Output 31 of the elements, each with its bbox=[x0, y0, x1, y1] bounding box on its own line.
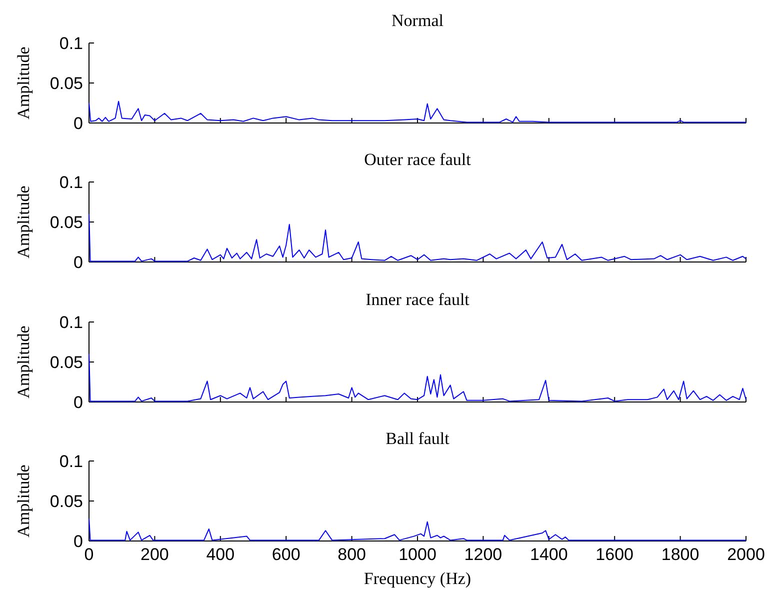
y-axis-title: Amplitude bbox=[14, 46, 33, 120]
y-axis-title: Amplitude bbox=[14, 464, 33, 538]
y-tick-label: 0.05 bbox=[50, 213, 83, 232]
chart-title: Outer race fault bbox=[364, 150, 472, 169]
y-tick-label: 0.05 bbox=[50, 492, 83, 511]
x-tick-label: 1800 bbox=[661, 545, 700, 564]
y-tick-label: 0.1 bbox=[59, 173, 83, 192]
chart-title: Inner race fault bbox=[366, 290, 470, 309]
y-tick-label: 0.05 bbox=[50, 74, 83, 93]
x-tick-label: 2000 bbox=[727, 545, 765, 564]
x-tick-label: 1000 bbox=[398, 545, 436, 564]
x-tick-label: 1200 bbox=[464, 545, 502, 564]
x-tick-label: 600 bbox=[272, 545, 300, 564]
y-tick-label: 0.05 bbox=[50, 353, 83, 372]
x-tick-label: 1600 bbox=[596, 545, 634, 564]
y-tick-label: 0.1 bbox=[59, 34, 83, 53]
x-tick-label: 1400 bbox=[530, 545, 568, 564]
y-axis-title: Amplitude bbox=[14, 326, 33, 398]
y-tick-label: 0 bbox=[74, 114, 83, 133]
y-tick-label: 0 bbox=[74, 393, 83, 412]
x-tick-label: 400 bbox=[206, 545, 235, 564]
chart-title: Normal bbox=[392, 11, 444, 30]
y-tick-label: 0 bbox=[74, 532, 83, 551]
x-axis-title: Frequency (Hz) bbox=[364, 569, 472, 588]
chart-title: Ball fault bbox=[386, 429, 450, 448]
y-tick-label: 0.1 bbox=[59, 452, 83, 471]
x-tick-label: 200 bbox=[140, 545, 169, 564]
x-tick-label: 800 bbox=[338, 545, 366, 564]
y-tick-label: 0.1 bbox=[59, 313, 83, 332]
y-axis-title: Amplitude bbox=[14, 186, 33, 258]
y-tick-label: 0 bbox=[74, 253, 83, 272]
